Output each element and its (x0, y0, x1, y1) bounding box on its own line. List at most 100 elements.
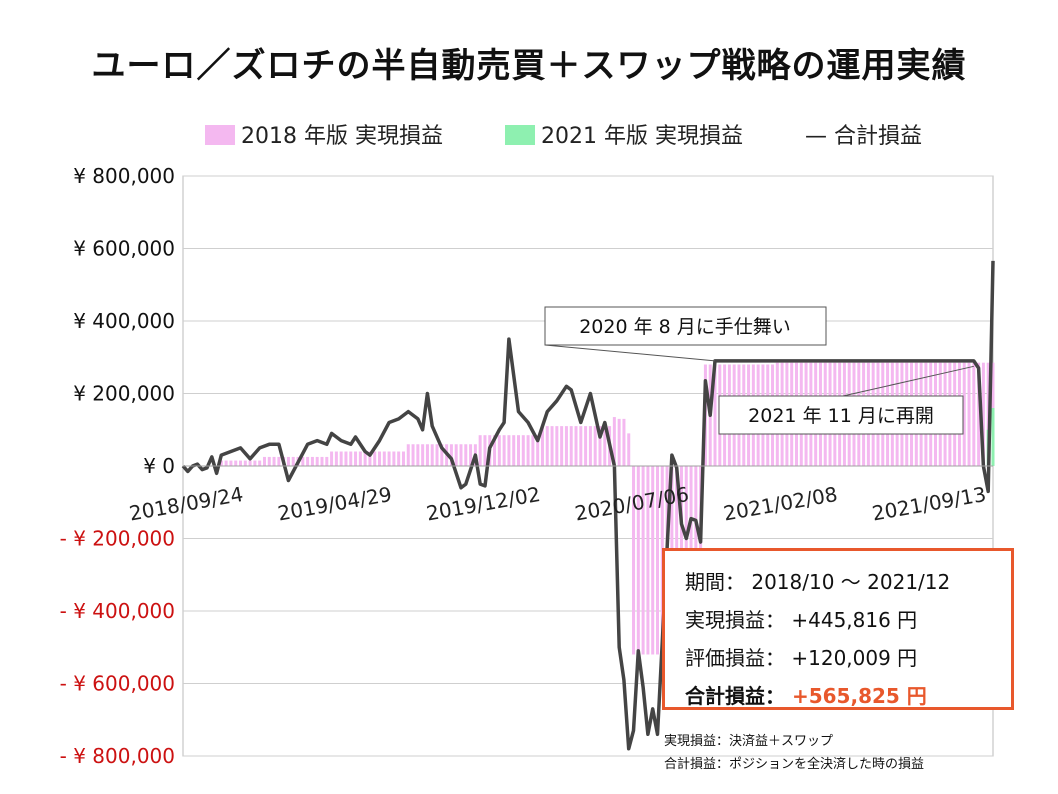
bar-2018 (521, 435, 525, 466)
annotation-box (718, 395, 964, 435)
bar-2018 (540, 426, 544, 466)
footnote-total: 合計損益：ポジションを全決済した時の損益 (664, 757, 925, 772)
summary-unrealized-value: +120,009 円 (791, 646, 918, 670)
bar-2018 (267, 456, 271, 466)
summary-row-period: 期間： 2018/10 ～ 2021/12 (685, 563, 1011, 601)
bar-2018 (478, 435, 482, 466)
bar-2018 (387, 451, 391, 466)
bar-2018 (440, 444, 444, 466)
bar-2018 (603, 426, 607, 466)
bar-2018 (258, 460, 262, 466)
bar-2018 (219, 460, 223, 466)
bar-2018 (502, 435, 506, 466)
summary-box: 期間： 2018/10 ～ 2021/12 実現損益： +445,816 円 評… (662, 548, 1014, 710)
summary-row-total: 合計損益： +565,825 円 (685, 677, 1011, 715)
bar-2018 (334, 451, 338, 466)
annotation-box (544, 306, 827, 346)
bar-2018 (962, 362, 966, 466)
bar-2018 (646, 466, 650, 655)
bar-2018 (425, 444, 429, 466)
bar-2018 (497, 435, 501, 466)
bar-2018 (483, 435, 487, 466)
annotation-text: 2020 年 8 月に手仕舞い (579, 316, 791, 338)
bar-2018 (531, 435, 535, 466)
bar-2018 (248, 460, 252, 466)
bar-2018 (224, 460, 228, 466)
summary-unrealized-label: 評価損益： (685, 646, 785, 670)
bar-2018 (449, 444, 453, 466)
y-tick-label: - ¥ 600,000 (60, 672, 175, 696)
footnote-realized: 実現損益：決済益＋スワップ (664, 734, 834, 749)
chart-title: ユーロ／ズロチの半自動売買＋スワップ戦略の運用実績 (91, 46, 967, 86)
bar-2018 (354, 451, 358, 466)
bar-2018 (373, 451, 377, 466)
bar-2018 (339, 451, 343, 466)
total-line-path (181, 260, 995, 751)
summary-period-label: 期間： (685, 570, 745, 594)
bar-2018 (636, 466, 640, 655)
bar-2018 (430, 444, 434, 466)
bar-2018 (536, 435, 540, 466)
total-line (181, 260, 995, 751)
summary-realized-label: 実現損益： (685, 608, 785, 632)
bar-2018 (981, 362, 985, 466)
bar-2018 (330, 451, 334, 466)
bar-2018 (392, 451, 396, 466)
summary-period-value: 2018/10 ～ 2021/12 (751, 570, 951, 594)
legend: 2018 年版 実現損益 2021 年版 実現損益 — 合計損益 (205, 124, 922, 149)
bar-2018 (512, 435, 516, 466)
annotation-leader (544, 344, 716, 362)
bar-2018 (262, 456, 266, 466)
bar-2018 (416, 444, 420, 466)
bar-2018 (507, 435, 511, 466)
bar-2018 (493, 435, 497, 466)
annotation-text: 2021 年 11 月に再開 (748, 405, 934, 427)
bar-2018 (454, 444, 458, 466)
bar-2018 (967, 362, 971, 466)
bar-2018 (545, 426, 549, 466)
bar-2018 (401, 451, 405, 466)
bar-2018 (526, 435, 530, 466)
bar-2018 (469, 444, 473, 466)
bar-2018 (459, 444, 463, 466)
bar-2018 (344, 451, 348, 466)
bar-2018 (588, 426, 592, 466)
bar-2018 (406, 444, 410, 466)
footnotes: 実現損益：決済益＋スワップ 合計損益：ポジションを全決済した時の損益 (664, 730, 924, 776)
annotation-leader (842, 365, 974, 397)
y-tick-label: - ¥ 200,000 (60, 527, 175, 551)
bar-2018 (617, 418, 621, 466)
bar-2018 (378, 451, 382, 466)
bar-2018 (612, 417, 616, 466)
y-tick-label: ¥ 400,000 (73, 309, 175, 333)
bar-2018 (349, 451, 353, 466)
legend-swatch (505, 125, 535, 145)
summary-total-value: +565,825 円 (791, 684, 927, 708)
bar-2018 (358, 451, 362, 466)
bar-2018 (411, 444, 415, 466)
bar-2018 (560, 426, 564, 466)
bar-2018 (253, 460, 257, 466)
bar-2018 (555, 426, 559, 466)
bar-2018 (310, 456, 314, 466)
bar-2018 (306, 456, 310, 466)
bar-2018 (627, 433, 631, 466)
bar-2018 (368, 451, 372, 466)
y-tick-label: - ¥ 400,000 (60, 599, 175, 623)
legend-swatch (205, 125, 235, 145)
y-tick-label: ¥ 600,000 (73, 237, 175, 261)
legend-label: 2021 年版 実現損益 (541, 124, 743, 149)
bar-2018 (301, 456, 305, 466)
bar-2018 (325, 456, 329, 466)
bar-2018 (622, 418, 626, 466)
summary-row-realized: 実現損益： +445,816 円 (685, 601, 1011, 639)
bar-2018 (291, 456, 295, 466)
bar-2018 (315, 456, 319, 466)
bar-2018 (277, 456, 281, 466)
bar-2018 (574, 426, 578, 466)
bar-2018 (972, 362, 976, 466)
bar-2018 (517, 435, 521, 466)
bar-2018 (651, 466, 655, 655)
bar-2018 (641, 466, 645, 655)
summary-realized-value: +445,816 円 (791, 608, 918, 632)
